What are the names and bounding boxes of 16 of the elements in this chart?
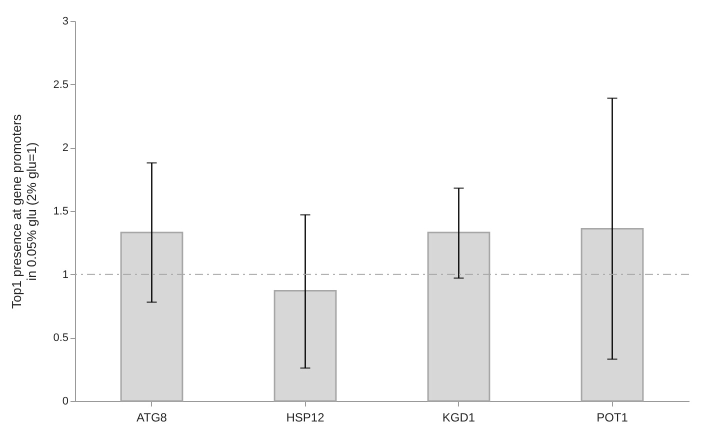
x-tick-label: KGD1 (442, 410, 476, 424)
x-tick-label: POT1 (596, 410, 628, 424)
y-tick-label: 3 (62, 16, 68, 28)
y-tick-label: 1 (62, 268, 68, 281)
x-tick-label: HSP12 (286, 410, 325, 424)
y-tick-label: 1.5 (53, 206, 68, 218)
y-tick-label: 0.5 (53, 332, 68, 344)
y-axis-title: Top1 presence at gene promoters in 0.05% glu (2% glu=1) (9, 114, 40, 309)
y-tick-label: 2 (62, 142, 68, 154)
y-tick-label: 2.5 (53, 78, 68, 91)
x-tick-label: ATG8 (136, 410, 168, 424)
bar (120, 232, 184, 402)
bar (274, 290, 337, 402)
bar (427, 232, 490, 402)
y-tick-label: 0 (62, 396, 68, 408)
bar (580, 228, 644, 402)
